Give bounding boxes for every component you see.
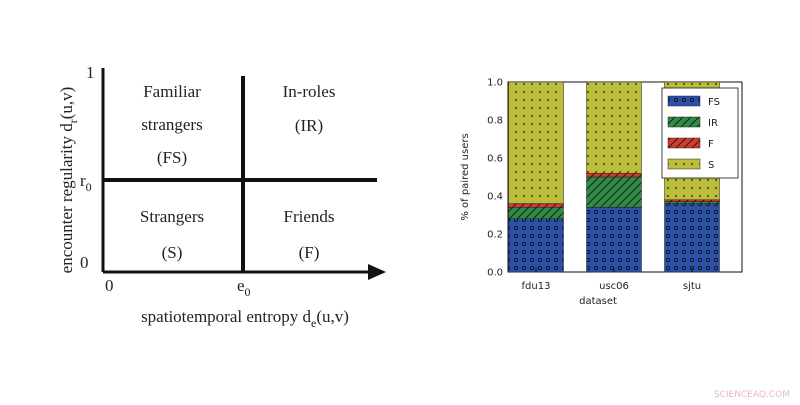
quadrant-label: (FS)	[157, 148, 187, 167]
y-tick-label: 0.8	[487, 116, 503, 127]
quadrant-label: (F)	[299, 243, 320, 262]
legend-label: IR	[708, 118, 718, 129]
legend-label: F	[708, 139, 714, 150]
y-tick: 0	[80, 253, 89, 272]
bar-segment	[664, 203, 720, 273]
bar-segment	[664, 201, 720, 204]
label-text: spatiotemporal entropy d	[141, 307, 311, 326]
y-tick-label: 0.6	[487, 154, 503, 165]
tick-sub: 0	[245, 285, 251, 299]
x-tick: 0	[105, 276, 114, 295]
y-tick-label: 1.0	[487, 78, 503, 89]
legend-swatch	[667, 95, 701, 107]
bar-segment	[586, 176, 642, 208]
bar-segment	[586, 81, 642, 174]
quadrant-label: Strangers	[140, 207, 204, 226]
label-tail: (u,v)	[316, 307, 349, 326]
y-tick-label: 0.2	[487, 230, 503, 241]
tick-text: r	[80, 171, 86, 190]
bar-segment	[664, 199, 720, 202]
legend-swatch	[667, 158, 701, 170]
bar-chart: 0.0 0.2 0.4 0.6 0.8 1.0 fdu13 usc06 sjtu FS IR FS	[487, 78, 743, 292]
bar-segment	[586, 207, 642, 273]
quadrant-label: Friends	[284, 207, 335, 226]
y-tick: r0	[80, 171, 92, 194]
legend-swatch	[667, 116, 701, 128]
bar-segment	[508, 81, 564, 204]
label-text: encounter regularity d	[57, 123, 76, 274]
y-tick: 1	[86, 63, 95, 82]
label-sub: e	[311, 316, 316, 330]
quadrant-label: strangers	[141, 115, 202, 134]
legend-label: S	[708, 160, 714, 171]
bar-segment	[508, 203, 564, 208]
y-axis-title: % of paired users	[460, 133, 471, 220]
x-tick: e0	[237, 276, 251, 299]
tick-text: e	[237, 276, 245, 295]
arrow-head	[368, 264, 386, 280]
quadrant-label: Familiar	[143, 82, 201, 101]
bar-segment	[508, 218, 564, 273]
legend-swatch	[667, 137, 701, 149]
x-axis-title: dataset	[579, 296, 617, 307]
label-sub: r	[66, 119, 80, 123]
label-tail: (u,v)	[57, 87, 76, 120]
y-tick-label: 0.0	[487, 268, 503, 279]
bar-segment	[586, 172, 642, 178]
bar-segment	[508, 207, 564, 220]
quadrant-label: (IR)	[295, 116, 323, 135]
legend-label: FS	[708, 97, 720, 108]
y-tick-label: 0.4	[487, 192, 503, 203]
x-axis-label: spatiotemporal entropy de(u,v)	[141, 307, 349, 330]
quadrant-label: In-roles	[283, 82, 336, 101]
watermark: SCIENCEAQ.COM	[714, 390, 790, 400]
x-tick-label: sjtu	[683, 281, 701, 292]
tick-sub: 0	[86, 180, 92, 194]
y-axis-label: encounter regularity dr(u,v)	[57, 87, 80, 274]
quadrant-label: (S)	[162, 243, 183, 262]
x-tick-label: usc06	[599, 281, 629, 292]
x-tick-label: fdu13	[522, 281, 551, 292]
